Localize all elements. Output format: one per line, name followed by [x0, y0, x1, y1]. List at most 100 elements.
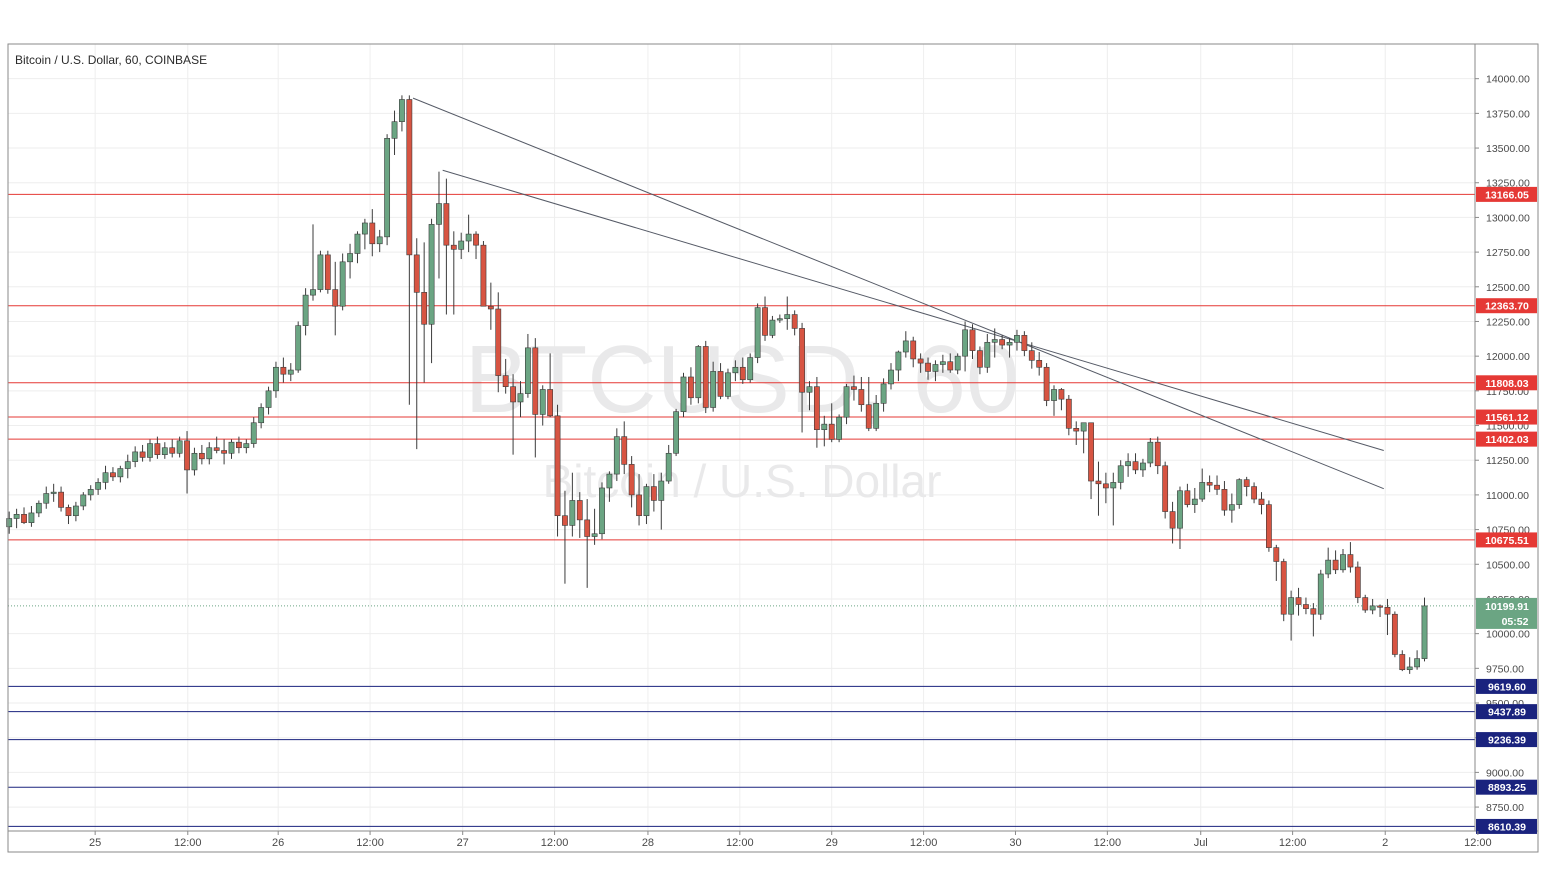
candle — [606, 471, 613, 502]
candle — [1384, 598, 1391, 636]
candle-body — [258, 407, 265, 424]
candle-body — [806, 386, 813, 393]
candle — [1110, 472, 1117, 526]
candle — [932, 360, 939, 382]
candle-body — [191, 452, 198, 471]
candle-body — [369, 222, 376, 245]
candle — [302, 288, 309, 336]
candle-body — [1354, 566, 1361, 598]
candle-body — [1325, 559, 1332, 575]
plot-area — [8, 44, 1475, 831]
candle — [1340, 549, 1346, 573]
candle-body — [1191, 498, 1198, 505]
candle-body — [1391, 613, 1398, 655]
candle — [50, 483, 57, 502]
price-tick-label: 8750.00 — [1486, 802, 1524, 814]
time-tick-label: 12:00 — [1094, 837, 1122, 849]
candle — [310, 224, 316, 301]
candle-body — [725, 372, 731, 397]
candle-body — [28, 512, 35, 523]
price-tick-label: 10000.00 — [1486, 629, 1530, 641]
candle — [695, 345, 702, 404]
candle — [999, 335, 1006, 350]
candle — [576, 492, 583, 538]
level-label: 11561.12 — [1485, 412, 1528, 424]
candle — [184, 431, 190, 494]
candle-body — [1162, 465, 1169, 512]
candle — [421, 242, 428, 383]
candle-body — [1295, 597, 1302, 605]
candle-body — [1080, 422, 1087, 432]
candle — [902, 331, 909, 358]
candle-body — [784, 314, 791, 320]
candle-body — [821, 423, 828, 430]
time-tick-label: 12:00 — [174, 837, 202, 849]
price-tick-label: 12500.00 — [1486, 282, 1530, 294]
level-label: 11808.03 — [1485, 378, 1528, 390]
candle-body — [702, 346, 709, 408]
candle-body — [1073, 428, 1080, 432]
candle — [873, 395, 880, 432]
price-tick-label: 9000.00 — [1486, 767, 1524, 779]
candle — [1421, 597, 1428, 662]
candle — [102, 465, 109, 490]
candle-body — [984, 341, 991, 368]
level-label: 9619.60 — [1488, 681, 1526, 693]
candle — [450, 231, 457, 315]
candle — [1058, 388, 1065, 411]
candle-body — [480, 244, 487, 307]
candle-body — [517, 393, 524, 403]
candle — [250, 417, 257, 448]
time-tick-label: 25 — [89, 837, 101, 849]
candle — [1243, 476, 1250, 497]
candle — [339, 253, 346, 311]
candle-body — [1414, 658, 1420, 668]
candle — [1362, 594, 1369, 613]
candle-body — [391, 121, 398, 139]
level-label-box — [1476, 186, 1537, 202]
candle — [1125, 453, 1132, 477]
candle — [821, 415, 828, 447]
candle-body — [50, 491, 57, 494]
candle-body — [450, 244, 457, 250]
candle-body — [1347, 554, 1354, 568]
candle-body — [606, 473, 613, 489]
candle — [72, 501, 79, 522]
candle-body — [72, 505, 79, 517]
candle — [636, 474, 642, 526]
candle-body — [458, 240, 465, 250]
candle-body — [347, 253, 353, 263]
level-label-box — [1476, 678, 1537, 694]
candle — [1258, 492, 1265, 515]
candle — [658, 472, 665, 530]
candle — [1206, 475, 1213, 493]
price-tick-label: 13250.00 — [1486, 178, 1530, 190]
candle-body — [791, 314, 798, 329]
candle — [376, 229, 383, 253]
level-label-box — [1476, 431, 1537, 447]
level-label: 12363.70 — [1485, 301, 1529, 313]
candle-body — [132, 451, 139, 462]
candle-body — [1362, 597, 1369, 611]
candle-body — [947, 361, 954, 371]
candle-body — [591, 533, 598, 537]
candle — [1332, 550, 1339, 574]
candle-body — [962, 329, 968, 357]
candle-body — [643, 486, 650, 517]
candle-body — [739, 366, 746, 381]
price-tick-label: 12750.00 — [1486, 247, 1530, 259]
candle — [836, 414, 843, 443]
candle-body — [287, 369, 294, 375]
candle — [391, 110, 398, 155]
candle — [532, 338, 539, 458]
price-tick-label: 11250.00 — [1486, 455, 1529, 467]
price-tick-label: 9750.00 — [1486, 663, 1524, 675]
candle-body — [569, 500, 576, 526]
candle — [117, 465, 124, 483]
candle — [1399, 650, 1406, 672]
candle — [221, 439, 227, 465]
chart-title: Bitcoin / U.S. Dollar, 60, COINBASE — [15, 53, 207, 67]
candle-body — [688, 376, 694, 399]
